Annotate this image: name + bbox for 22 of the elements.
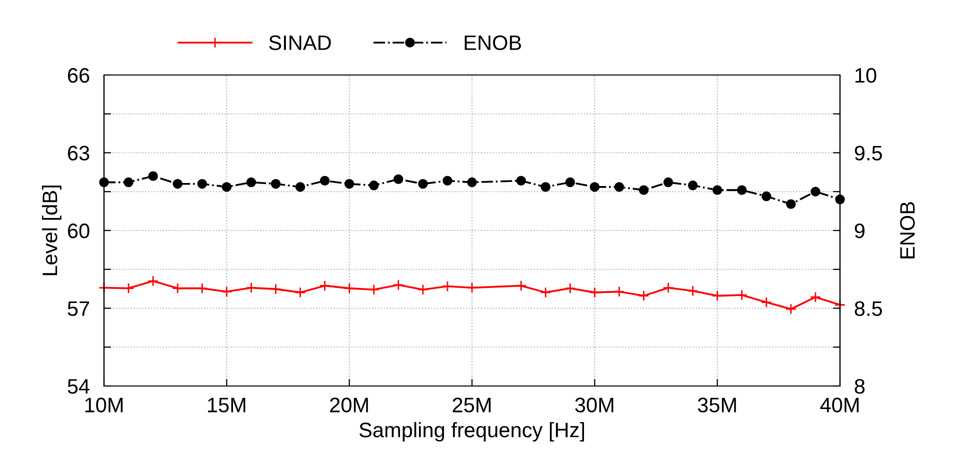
y-tick-label: 66 — [68, 68, 90, 83]
legend-label: SINAD — [269, 35, 331, 50]
x-tick-label: 30M — [575, 398, 614, 412]
x-tick-label: 15M — [208, 398, 246, 412]
y2-tick-label: 9 — [854, 224, 864, 238]
y-axis-title: Level [dB] — [42, 186, 62, 276]
y2-tick-label: 9.5 — [854, 146, 882, 161]
x-tick-label: 20M — [330, 398, 368, 412]
y-tick-label: 60 — [68, 224, 90, 238]
y-tick-label: 57 — [68, 301, 90, 316]
x-axis-title: Sampling frequency [Hz] — [359, 422, 584, 442]
x-tick-label: 40M — [820, 398, 859, 412]
legend-label: ENOB — [464, 35, 522, 50]
y2-tick-label: 8.5 — [854, 301, 882, 316]
y-tick-label: 63 — [68, 146, 90, 161]
x-tick-label: 10M — [85, 398, 123, 412]
x-tick-label: 35M — [698, 398, 736, 412]
y2-tick-label: 10 — [855, 68, 876, 83]
y2-tick-label: 8 — [854, 379, 865, 394]
x-tick-label: 25M — [452, 398, 491, 412]
y-tick-label: 54 — [68, 379, 90, 394]
y2-axis-title: ENOB — [900, 202, 915, 258]
